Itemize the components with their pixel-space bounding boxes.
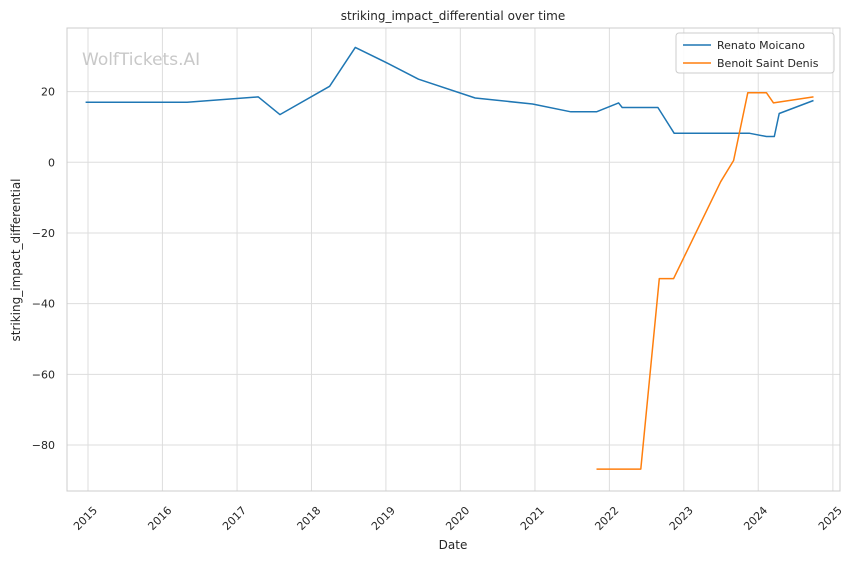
x-tick-label: 2024 <box>741 504 770 533</box>
x-tick-label: 2015 <box>71 504 100 533</box>
x-tick-label: 2017 <box>220 504 249 533</box>
chart-title: striking_impact_differential over time <box>341 9 566 23</box>
x-tick-label: 2025 <box>816 504 845 533</box>
x-tick-label: 2018 <box>295 504 324 533</box>
x-tick-label: 2020 <box>443 504 472 533</box>
x-tick-label: 2022 <box>592 504 621 533</box>
watermark-logo: WolfTickets.AI <box>82 50 200 70</box>
x-tick-label: 2023 <box>667 504 696 533</box>
x-axis-ticks: 2015 2016 2017 2018 2019 2020 2021 2022 2023 2024… <box>71 504 845 533</box>
y-tick-label: −40 <box>32 298 55 311</box>
series-line-benoit-saint-denis <box>596 91 814 470</box>
y-axis-ticks: 20 0 −20 −40 −60 −80 <box>32 86 55 452</box>
series-line-renato-moicano <box>85 46 814 138</box>
x-tick-label: 2016 <box>145 504 174 533</box>
y-tick-label: −60 <box>32 368 55 381</box>
y-axis-title: striking_impact_differential <box>9 178 23 341</box>
y-tick-label: 20 <box>41 86 55 99</box>
legend-label-benoit-saint-denis: Benoit Saint Denis <box>717 57 819 70</box>
x-tick-label: 2019 <box>369 504 398 533</box>
y-tick-label: 0 <box>48 156 55 169</box>
x-tick-label: 2021 <box>518 504 547 533</box>
legend-box <box>675 32 835 74</box>
plot-frame <box>66 27 841 492</box>
y-tick-label: −20 <box>32 227 55 240</box>
legend: Renato Moicano Benoit Saint Denis <box>675 32 835 74</box>
legend-label-renato-moicano: Renato Moicano <box>717 39 805 52</box>
y-tick-label: −80 <box>32 439 55 452</box>
x-axis-title: Date <box>439 538 468 552</box>
series-lines <box>85 46 814 470</box>
grid <box>67 28 840 491</box>
